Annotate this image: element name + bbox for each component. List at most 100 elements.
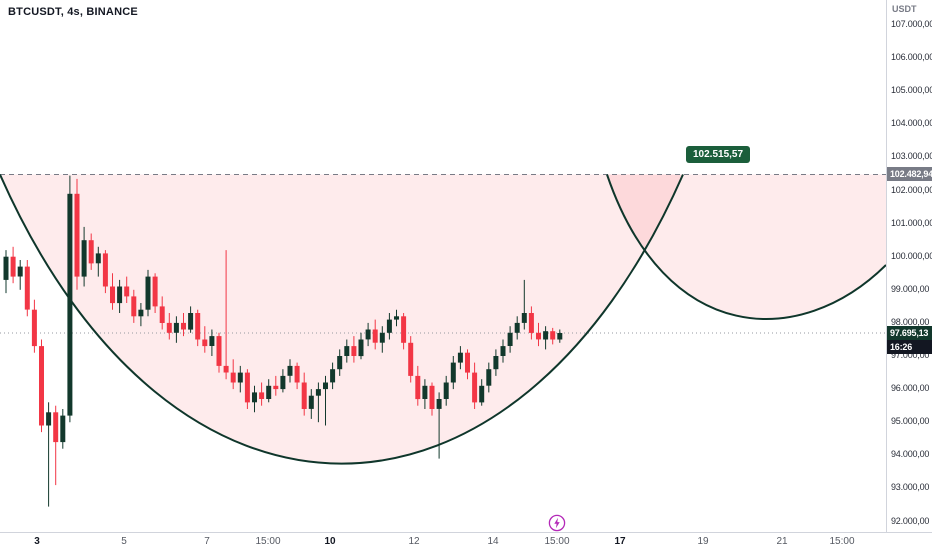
candle-body [166,322,172,333]
candle-body [188,313,194,330]
candle-body [46,412,52,426]
time-axis[interactable]: 3 5 7 15:00 10 12 14 15:00 17 19 21 15:00 [0,532,932,550]
candle-body [408,342,414,376]
candle-body [287,365,293,376]
candle-body [415,375,421,400]
candle-body [429,385,435,409]
candle-body [223,365,229,373]
candle-body [10,256,16,277]
pattern-price-badge[interactable]: 102.515,57 [686,146,751,163]
candle-body [53,412,59,443]
candle-body [74,193,80,277]
candle-body [443,382,449,399]
candle-body [88,240,94,264]
price-axis-label: 99.000,00 [891,283,930,294]
candle-body [280,375,286,390]
price-axis[interactable]: USDT 107.000,00 106.000,00 105.000,00 104.0… [886,0,932,532]
candle-body [117,286,123,304]
candle-body [337,356,343,370]
candle-body [301,382,307,409]
candle-body [450,362,456,383]
candle-body [479,385,485,403]
price-axis-label: 100.000,00 [891,250,932,261]
lightning-icon [548,514,566,532]
lightning-badge[interactable] [548,514,566,532]
symbol-legend[interactable]: BTCUSDT, 4s, BINANCE [8,6,138,18]
candle-body [486,369,492,386]
price-axis-label: 97.000,00 [891,350,930,360]
candle-body [110,286,115,304]
candle-body [145,276,151,310]
candle-body [195,313,201,340]
price-axis-label: 106.000,00 [891,52,932,63]
candle-body [81,240,87,277]
candle-body [102,253,108,287]
time-axis-label: 5 [121,536,127,547]
time-axis-label: 15:00 [544,536,570,547]
candle-body [173,322,179,333]
candle-body [351,346,357,356]
candle-body [17,266,23,277]
candle-body [543,331,549,340]
candle-body [557,333,563,340]
candle-body [465,352,470,373]
candle-body [422,385,428,399]
currency-label: USDT [892,4,917,14]
price-axis-label: 104.000,00 [891,118,932,129]
time-axis-label: 7 [204,536,210,547]
candle-body [294,365,300,383]
candle-body [308,395,314,409]
candle-body [252,392,257,403]
candle-body [209,336,215,346]
candle-body [550,331,556,340]
candle-body [24,266,30,310]
candle-body [31,309,37,347]
handle-fill [607,174,886,319]
cup-fill [0,174,683,464]
last-price-tag: 97.695,13 [887,325,932,340]
candle-body [401,316,407,343]
candle-body [138,309,144,317]
price-axis-label: 96.000,00 [891,383,930,394]
candle-body [216,336,222,366]
candle-body [3,256,9,280]
candle-body [323,382,328,390]
candle-body [457,352,463,363]
candle-body [230,372,236,383]
candle-body [60,415,66,443]
candle-body [202,339,208,347]
candle-body [259,392,265,399]
handle-arc[interactable] [606,174,886,320]
price-axis-label: 95.000,00 [891,416,930,427]
level-price-tag: 102.482,94 [887,167,932,181]
candle-body [237,372,243,383]
chart-canvas[interactable] [0,0,886,532]
candle-body [372,329,378,343]
candle-body [365,329,371,340]
candle-body [244,372,250,403]
candle-body [266,385,272,399]
candle-body [507,332,513,346]
time-axis-label: 19 [697,536,709,547]
cup-arc[interactable] [0,174,684,465]
price-axis-label: 103.000,00 [891,151,932,162]
price-axis-label: 105.000,00 [891,85,932,96]
candle-body [131,296,137,317]
price-axis-label: 107.000,00 [891,19,932,29]
time-axis-label: 17 [614,536,626,547]
time-axis-label: 3 [34,536,40,547]
candlestick-series [3,175,563,507]
candle-body [39,346,44,426]
candle-body [436,399,442,409]
candle-body [315,389,321,396]
candle-body [181,322,186,330]
candle-body [472,372,478,403]
price-axis-label: 101.000,00 [891,217,932,228]
price-axis-label: 92.000,00 [891,515,930,526]
price-axis-label: 98.000,00 [891,316,930,327]
time-axis-label: 14 [487,536,499,547]
candle-body [500,346,506,356]
candle-body [330,369,336,383]
candle-body [124,286,130,297]
